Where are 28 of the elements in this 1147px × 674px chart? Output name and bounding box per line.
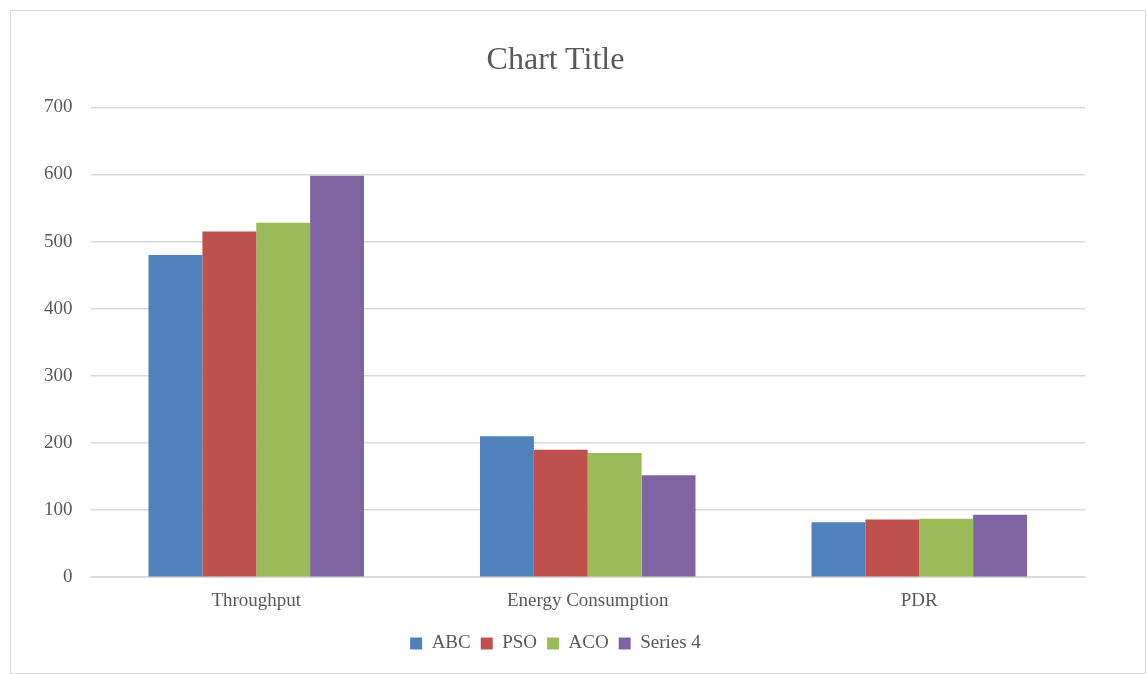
chart-title: Chart Title (486, 39, 625, 76)
bar (148, 255, 203, 577)
bar (919, 518, 974, 577)
bar (641, 475, 696, 577)
bar (587, 453, 642, 577)
legend-label: ACO (568, 631, 609, 653)
legend-label: ABC (431, 631, 471, 653)
bar (973, 514, 1027, 577)
bar (310, 175, 364, 577)
y-tick-label: 500 (44, 229, 73, 251)
bar (865, 519, 920, 577)
legend-label: PSO (502, 631, 538, 653)
y-tick-label: 300 (44, 363, 73, 385)
y-tick-label: 400 (44, 296, 73, 318)
y-tick-label: 200 (44, 430, 73, 452)
bar (256, 222, 311, 577)
x-tick-label: Throughput (211, 588, 302, 610)
y-tick-label: 0 (63, 565, 73, 587)
bar (480, 436, 534, 577)
y-tick-label: 100 (44, 498, 73, 520)
bar (533, 449, 588, 577)
bar (811, 522, 866, 577)
legend-label: Series 4 (640, 631, 702, 653)
y-tick-label: 600 (44, 162, 73, 184)
bar (202, 231, 257, 577)
x-tick-label: Energy Consumption (506, 588, 670, 610)
y-tick-label: 700 (44, 95, 73, 117)
x-tick-label: PDR (900, 588, 939, 610)
